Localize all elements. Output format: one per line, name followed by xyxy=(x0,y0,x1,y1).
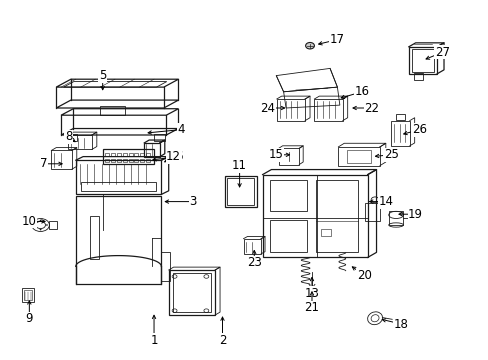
Bar xyxy=(338,147,379,166)
Text: 21: 21 xyxy=(304,301,319,314)
Bar xyxy=(224,176,256,207)
Bar xyxy=(105,159,109,162)
Text: 9: 9 xyxy=(25,312,33,325)
Text: 23: 23 xyxy=(246,256,261,269)
Bar xyxy=(111,153,115,156)
Bar xyxy=(314,99,342,121)
Bar xyxy=(134,159,138,162)
Circle shape xyxy=(305,42,314,49)
Text: 27: 27 xyxy=(434,46,449,59)
Bar xyxy=(408,47,436,74)
Text: 13: 13 xyxy=(304,287,319,300)
Bar xyxy=(105,153,109,156)
Circle shape xyxy=(40,229,41,230)
Text: 7: 7 xyxy=(40,157,48,170)
Bar xyxy=(122,159,126,162)
Text: 20: 20 xyxy=(356,269,371,282)
Text: 26: 26 xyxy=(411,123,426,136)
Text: 22: 22 xyxy=(364,102,378,114)
Bar xyxy=(154,134,164,141)
Bar xyxy=(395,114,404,120)
Bar xyxy=(117,159,121,162)
Bar xyxy=(278,148,299,165)
Bar xyxy=(140,159,144,162)
Bar xyxy=(128,153,132,156)
Bar xyxy=(128,159,132,162)
Bar xyxy=(413,73,423,80)
Circle shape xyxy=(33,224,35,226)
Bar xyxy=(49,221,57,229)
Bar xyxy=(146,153,150,156)
Text: 18: 18 xyxy=(393,318,407,330)
Bar xyxy=(411,49,433,72)
Bar xyxy=(140,153,144,156)
Bar xyxy=(161,252,170,281)
Text: 1: 1 xyxy=(150,334,158,347)
Bar xyxy=(22,288,34,302)
Bar xyxy=(346,150,370,163)
Bar xyxy=(68,135,92,149)
Bar xyxy=(76,160,161,194)
Bar xyxy=(316,180,357,252)
Bar xyxy=(81,182,156,191)
Bar xyxy=(24,290,32,300)
Bar xyxy=(90,216,99,259)
Bar xyxy=(365,203,379,221)
Text: 6: 6 xyxy=(174,150,182,163)
Text: 19: 19 xyxy=(407,208,422,221)
Text: 11: 11 xyxy=(232,159,246,172)
Bar xyxy=(276,99,305,121)
Bar xyxy=(388,211,403,225)
Bar xyxy=(269,220,306,252)
Text: 10: 10 xyxy=(22,215,37,228)
Circle shape xyxy=(46,224,48,226)
Bar xyxy=(111,159,115,162)
Bar xyxy=(122,153,126,156)
Text: 15: 15 xyxy=(268,148,283,161)
Bar xyxy=(76,196,161,284)
Bar xyxy=(51,150,72,169)
Text: 5: 5 xyxy=(99,69,106,82)
Text: 12: 12 xyxy=(166,150,181,163)
Bar xyxy=(134,153,138,156)
Bar xyxy=(321,229,330,236)
Bar xyxy=(144,143,160,157)
Circle shape xyxy=(40,220,41,221)
Text: 3: 3 xyxy=(189,195,197,208)
Bar xyxy=(172,273,211,312)
Bar xyxy=(390,121,409,146)
Bar xyxy=(269,180,306,211)
Text: 4: 4 xyxy=(177,123,184,136)
Bar xyxy=(227,178,254,205)
Bar xyxy=(243,239,261,254)
Bar xyxy=(146,159,150,162)
Bar xyxy=(168,270,215,315)
Bar xyxy=(102,149,154,164)
Bar xyxy=(66,134,77,141)
Text: 14: 14 xyxy=(378,195,393,208)
Text: 16: 16 xyxy=(354,85,368,98)
Bar xyxy=(262,175,367,257)
Bar xyxy=(100,106,124,115)
Bar xyxy=(117,153,121,156)
Text: 17: 17 xyxy=(329,33,344,46)
Text: 24: 24 xyxy=(260,102,275,114)
Text: 25: 25 xyxy=(383,148,398,161)
Text: 8: 8 xyxy=(64,130,72,143)
Text: 2: 2 xyxy=(218,334,226,347)
